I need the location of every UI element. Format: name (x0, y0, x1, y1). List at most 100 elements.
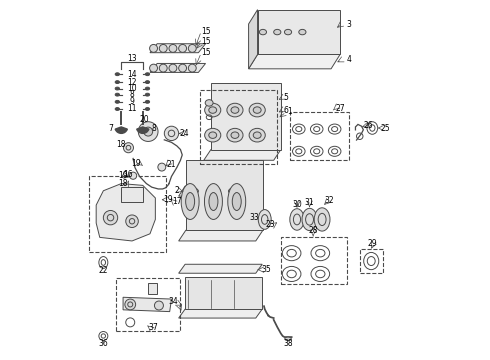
Polygon shape (248, 10, 258, 69)
Text: 24: 24 (179, 129, 189, 138)
Polygon shape (258, 10, 340, 54)
Text: 28: 28 (308, 226, 318, 235)
Polygon shape (179, 309, 262, 318)
Ellipse shape (204, 184, 222, 220)
Polygon shape (179, 264, 262, 273)
Bar (281, 237, 347, 284)
Text: 33: 33 (249, 213, 259, 222)
Text: 29: 29 (368, 239, 377, 248)
Ellipse shape (115, 100, 120, 103)
Text: 5: 5 (284, 93, 289, 102)
Text: 6: 6 (284, 105, 289, 114)
Ellipse shape (253, 107, 261, 113)
Text: 9: 9 (129, 97, 134, 106)
Ellipse shape (231, 107, 239, 113)
Ellipse shape (186, 193, 195, 211)
Ellipse shape (149, 44, 157, 52)
Ellipse shape (154, 301, 164, 310)
Ellipse shape (169, 44, 177, 52)
Polygon shape (179, 186, 257, 196)
Ellipse shape (232, 193, 241, 211)
Ellipse shape (115, 73, 120, 76)
Text: 18: 18 (117, 140, 126, 149)
Polygon shape (179, 230, 263, 241)
Text: 14: 14 (127, 70, 137, 79)
Ellipse shape (138, 122, 158, 141)
Text: 7: 7 (108, 123, 113, 132)
Polygon shape (96, 184, 155, 241)
Ellipse shape (159, 44, 167, 52)
Ellipse shape (103, 211, 118, 225)
Ellipse shape (149, 64, 157, 72)
Text: 2: 2 (174, 186, 179, 195)
Ellipse shape (115, 81, 120, 84)
Ellipse shape (144, 127, 153, 136)
Polygon shape (150, 63, 205, 72)
Ellipse shape (158, 163, 166, 171)
Bar (290, 112, 349, 160)
Text: 17: 17 (172, 197, 182, 206)
Ellipse shape (126, 215, 138, 228)
Ellipse shape (125, 299, 136, 310)
Text: 15: 15 (201, 27, 210, 36)
Text: 23: 23 (265, 220, 275, 229)
Ellipse shape (274, 30, 281, 35)
Text: 26: 26 (364, 121, 373, 130)
Ellipse shape (314, 208, 330, 231)
Text: 16: 16 (123, 170, 133, 179)
Text: 8: 8 (130, 90, 134, 99)
Ellipse shape (159, 64, 167, 72)
Text: 31: 31 (305, 198, 315, 207)
Ellipse shape (299, 30, 306, 35)
Ellipse shape (146, 108, 149, 111)
Text: 37: 37 (148, 323, 158, 332)
Text: 19: 19 (118, 171, 128, 180)
Ellipse shape (146, 81, 149, 84)
Ellipse shape (258, 210, 271, 229)
Ellipse shape (123, 143, 133, 153)
Text: 11: 11 (127, 104, 137, 113)
Ellipse shape (302, 208, 317, 230)
Ellipse shape (231, 132, 239, 138)
Ellipse shape (179, 44, 187, 52)
Text: 32: 32 (324, 196, 334, 205)
Ellipse shape (285, 30, 292, 35)
Ellipse shape (205, 129, 221, 142)
Text: 12: 12 (127, 78, 137, 87)
Text: 35: 35 (262, 265, 271, 274)
Bar (200, 90, 277, 164)
Text: 38: 38 (283, 339, 293, 348)
Ellipse shape (115, 93, 120, 96)
Ellipse shape (209, 107, 217, 113)
Text: 1: 1 (288, 107, 292, 116)
Text: 15: 15 (201, 48, 210, 57)
Text: 21: 21 (167, 160, 176, 169)
Text: 13: 13 (127, 54, 137, 63)
Polygon shape (211, 83, 281, 149)
Text: 30: 30 (292, 200, 302, 209)
Text: 18: 18 (118, 179, 128, 188)
Text: 25: 25 (380, 123, 390, 132)
Wedge shape (137, 127, 149, 134)
Ellipse shape (115, 87, 120, 90)
Ellipse shape (227, 129, 243, 142)
Text: 20: 20 (140, 114, 149, 123)
Text: 34: 34 (169, 297, 178, 306)
Ellipse shape (169, 64, 177, 72)
Polygon shape (185, 277, 262, 309)
Ellipse shape (146, 93, 149, 96)
Ellipse shape (129, 172, 137, 179)
Ellipse shape (205, 103, 221, 117)
Text: 19: 19 (163, 195, 172, 204)
Polygon shape (248, 54, 340, 69)
Text: 19: 19 (131, 159, 141, 168)
Ellipse shape (146, 73, 149, 76)
Text: 8: 8 (151, 123, 156, 132)
Ellipse shape (164, 126, 179, 140)
Ellipse shape (181, 184, 199, 220)
Ellipse shape (209, 132, 217, 138)
Ellipse shape (146, 87, 149, 90)
Ellipse shape (205, 100, 213, 106)
Ellipse shape (285, 337, 291, 341)
Bar (122, 187, 143, 202)
